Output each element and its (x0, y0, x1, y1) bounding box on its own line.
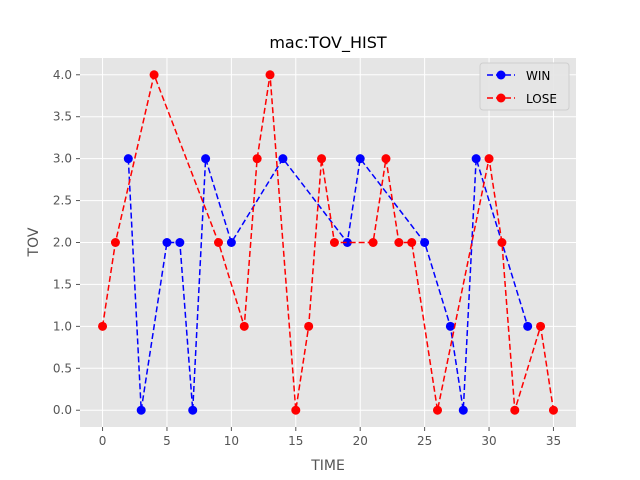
series-group (98, 70, 558, 415)
x-tick-label: 20 (353, 434, 368, 448)
data-point-lose (252, 154, 262, 164)
y-axis-ticks: 0.0 0.5 1.0 1.5 2.0 2.5 3.0 3.5 4.0 (53, 68, 80, 417)
data-point-lose (381, 154, 391, 164)
data-point-lose (484, 154, 494, 164)
data-point-lose (548, 405, 558, 415)
legend: WIN LOSE (479, 62, 570, 111)
data-point-lose (98, 321, 108, 331)
data-point-win (123, 154, 133, 164)
data-point-win (420, 238, 430, 247)
y-tick-label: 4.0 (53, 68, 72, 82)
x-tick-label: 0 (99, 434, 107, 448)
data-point-win (188, 405, 198, 415)
legend-marker-win (496, 70, 506, 80)
data-point-win (162, 238, 172, 247)
y-tick-label: 0.0 (53, 403, 72, 417)
x-tick-label: 15 (288, 434, 303, 448)
data-point-lose (304, 321, 314, 331)
data-point-lose (110, 238, 120, 247)
data-point-win (355, 154, 365, 164)
x-tick-label: 5 (163, 434, 171, 448)
y-tick-label: 2.5 (53, 194, 72, 208)
data-point-lose (265, 70, 275, 80)
x-tick-label: 25 (417, 434, 432, 448)
data-point-lose (239, 321, 249, 331)
data-point-win (226, 238, 236, 247)
data-point-lose (536, 321, 546, 331)
y-axis-label: TOV (26, 227, 42, 257)
legend-label-win: WIN (526, 69, 550, 83)
data-point-lose (317, 154, 327, 164)
data-point-lose (497, 238, 507, 247)
legend-marker-lose (496, 93, 506, 103)
x-axis-ticks: 0 5 10 15 20 25 30 35 (99, 427, 561, 448)
data-point-win (175, 238, 185, 247)
data-point-win (342, 238, 352, 247)
data-point-win (471, 154, 481, 164)
data-point-lose (329, 238, 339, 247)
y-tick-label: 3.0 (53, 152, 72, 166)
data-point-lose (149, 70, 159, 80)
data-point-lose (394, 238, 404, 247)
x-axis-label: TIME (310, 458, 345, 474)
data-point-lose (368, 238, 378, 247)
data-point-win (523, 321, 533, 331)
legend-label-lose: LOSE (526, 92, 557, 106)
data-point-lose (407, 238, 417, 247)
data-point-win (201, 154, 211, 164)
y-tick-label: 2.0 (53, 236, 72, 250)
data-point-win (136, 405, 146, 415)
y-tick-label: 1.0 (53, 319, 72, 333)
x-tick-label: 10 (224, 434, 239, 448)
y-tick-label: 1.5 (53, 277, 72, 291)
y-tick-label: 0.5 (53, 361, 72, 375)
data-point-lose (213, 238, 223, 247)
x-tick-label: 35 (546, 434, 561, 448)
data-point-win (458, 405, 468, 415)
chart-title: mac:TOV_HIST (269, 33, 387, 53)
x-tick-label: 30 (481, 434, 496, 448)
data-point-lose (510, 405, 520, 415)
data-point-win (445, 321, 455, 331)
data-point-lose (291, 405, 301, 415)
data-point-lose (433, 405, 443, 415)
data-point-win (278, 154, 288, 164)
y-tick-label: 3.5 (53, 110, 72, 124)
